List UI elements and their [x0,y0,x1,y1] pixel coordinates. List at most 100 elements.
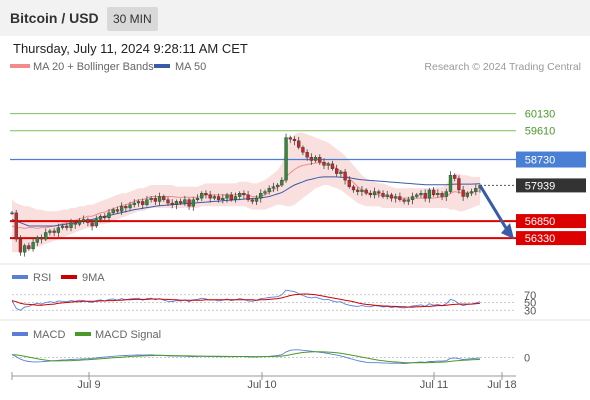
candle-body [238,193,242,197]
legend-label-macd: MACD [33,329,65,341]
candle-body [288,137,292,140]
candle-body [86,219,90,223]
price-panel: MA 20 + Bollinger Bands MA 50 Research © 2… [0,61,590,265]
candle-body [313,157,318,161]
legend-label-9ma: 9MA [82,272,105,284]
candle-body [372,191,377,196]
time-axis-label: Jul 9 [77,379,100,391]
candle-body [52,230,56,233]
candle-body [474,188,478,192]
chart-title: Bitcoin / USD [10,10,99,26]
level-tag-current [516,178,586,193]
candle-body [56,227,61,233]
time-axis-label: Jul 11 [420,379,449,391]
candle-body [35,237,39,243]
candle-body [233,196,238,200]
candle-body [145,199,149,205]
candle-body [394,196,398,199]
time-axis-label: Jul 18 [487,379,516,391]
candle-body [292,139,297,142]
macd-level-label-0: 0 [524,353,530,365]
candle-body [157,196,162,202]
candle-body [200,193,204,199]
candle-body [254,197,259,202]
candle-body [389,194,394,199]
candle-body [246,194,250,200]
candle-body [82,219,86,222]
candle-body [107,212,111,218]
candle-body [141,201,145,205]
rsi-9ma-line [11,293,481,308]
candle-body [98,215,103,220]
candle-body [73,222,77,225]
candle-body [187,199,191,207]
candle-body [465,193,470,197]
candle-body [149,197,153,200]
timestamp: Thursday, July 11, 2024 9:28:11 AM CET [13,41,248,56]
candle-body [356,189,360,192]
candle-body [136,201,141,204]
legend-label-ma50: MA 50 [175,61,206,73]
candle-body [284,137,288,181]
candle-body [119,206,124,212]
candle-body [280,179,284,186]
legend-label-rsi: RSI [33,272,51,284]
candle-body [330,163,335,169]
candle-body [103,215,107,218]
candle-body [427,189,432,199]
candle-body [410,196,415,200]
candle-body [39,237,44,240]
candle-body [132,202,136,205]
level-label-59610: 59610 [525,126,556,138]
candle-body [326,163,330,166]
candle-body [14,212,18,240]
ma20-line [11,162,481,229]
candle-body [162,196,166,200]
candle-body [178,201,183,204]
level-label-60130: 60130 [525,109,556,121]
candle-body [402,199,406,202]
candle-body [431,189,436,196]
legend-label-bollinger: MA 20 + Bollinger Bands [33,61,154,73]
candle-body [216,196,221,200]
candle-body [124,206,128,209]
candle-body [174,201,179,205]
macd-panel: MACD MACD Signal 0 [11,329,530,365]
candle-body [115,209,120,212]
candle-body [453,175,457,179]
bollinger-band [12,132,480,253]
candle-body [381,193,385,197]
candle-body [250,199,254,202]
candle-body [18,238,23,253]
candle-body [419,193,423,196]
candle-body [309,157,314,161]
candle-body [351,186,356,191]
forecast-arrow-shaft [478,184,508,229]
candle-body [27,245,31,250]
level-tag-58730 [516,151,586,168]
candle-body [229,194,233,200]
candle-body [305,152,309,158]
candle-body [343,171,347,181]
candle-body [128,204,132,209]
candle-body [60,225,65,228]
timeframe-badge[interactable]: 30 MIN [107,7,158,31]
candle-body [191,199,195,207]
candle-body [275,184,280,187]
candle-body [77,220,82,225]
candle-body [65,225,69,228]
candle-body [444,191,448,197]
ma50-line [11,176,481,227]
candle-body [10,212,14,215]
level-tag-56850 [516,214,586,229]
header-bar: Bitcoin / USD 30 MIN [0,0,590,36]
candle-body [90,222,94,227]
candle-body [94,219,98,227]
candle-body [440,193,444,197]
candle-body [385,194,389,197]
level-label-current: 57939 [525,180,556,192]
rsi-level-label-30: 30 [524,305,536,317]
candle-body [212,196,217,199]
candle-body [208,194,212,199]
